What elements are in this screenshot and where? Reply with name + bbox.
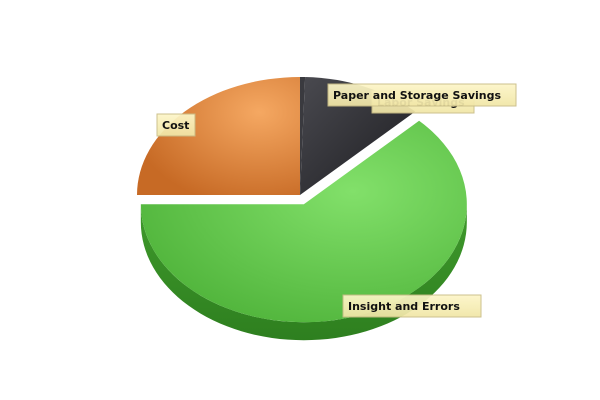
svg-text:Insight and Errors: Insight and Errors [348, 300, 460, 313]
pie-slice-labor-savings [300, 77, 306, 195]
slice-label-cost: Cost [156, 113, 196, 137]
svg-text:Cost: Cost [162, 119, 189, 132]
pie-slice-cost [137, 77, 300, 195]
slice-label-insight-and-errors: Insight and Errors [342, 294, 482, 318]
svg-text:Paper and Storage Savings: Paper and Storage Savings [333, 89, 501, 102]
slice-label-paper-and-storage-savings: Paper and Storage Savings [327, 83, 517, 107]
pie-slice-insight-and-errors [140, 120, 467, 341]
